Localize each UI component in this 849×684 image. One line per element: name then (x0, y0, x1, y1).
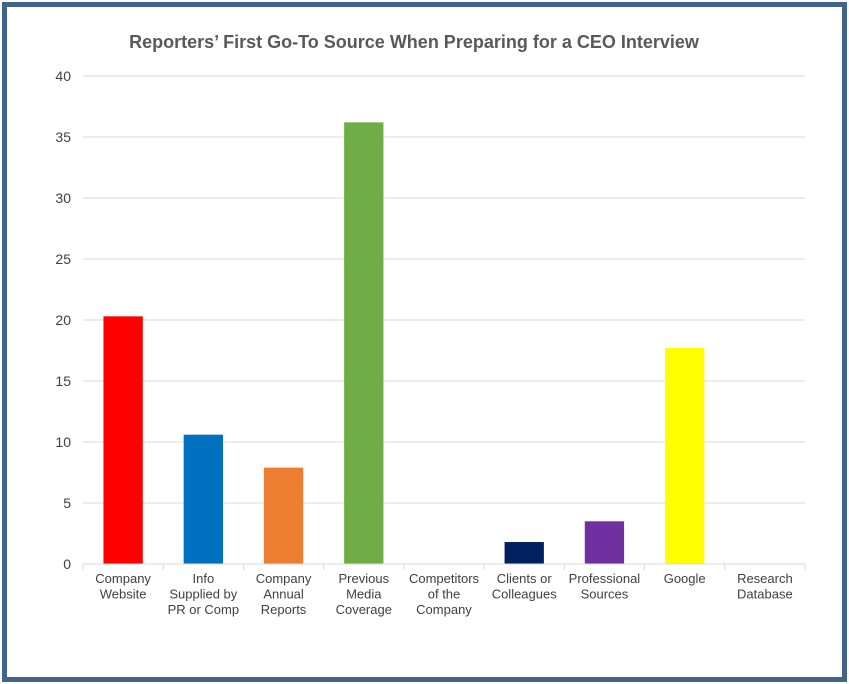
y-tick-label: 40 (55, 68, 71, 84)
x-category-label: Company Website (95, 571, 151, 602)
y-tick-label: 5 (63, 495, 71, 511)
bar (584, 521, 625, 564)
bar (183, 434, 223, 564)
y-tick-label: 0 (63, 556, 71, 572)
bar (504, 542, 544, 564)
y-tick-label: 20 (55, 312, 71, 328)
x-category-label: Clients or Colleagues (492, 571, 558, 602)
bar (103, 316, 143, 564)
x-category-label: Competitors of the Company (409, 571, 480, 617)
x-category-label: Google (664, 571, 706, 586)
y-tick-label: 35 (55, 129, 71, 145)
y-tick-label: 25 (55, 251, 71, 267)
x-category-label: Previous Media Coverage (336, 571, 392, 617)
bars (103, 122, 705, 565)
y-axis-ticks: 0 5 10 15 20 25 30 35 40 (55, 68, 71, 572)
y-tick-label: 30 (55, 190, 71, 206)
x-category-label: Professional Sources (569, 571, 641, 602)
x-category-label: Research Database (737, 571, 793, 602)
y-tick-label: 15 (55, 373, 71, 389)
bar (263, 467, 304, 564)
bar (344, 122, 384, 565)
bar (665, 348, 705, 564)
x-category-label: Info Supplied by PR or Comp (168, 571, 240, 617)
y-tick-label: 10 (55, 434, 71, 450)
bar-chart: Reporters’ First Go-To Source When Prepa… (55, 32, 806, 617)
chart-title: Reporters’ First Go-To Source When Prepa… (129, 32, 700, 52)
x-axis-labels: Company Website Info Supplied by PR or Comp C… (82, 564, 806, 617)
x-category-label: Company Annual Reports (256, 571, 312, 617)
